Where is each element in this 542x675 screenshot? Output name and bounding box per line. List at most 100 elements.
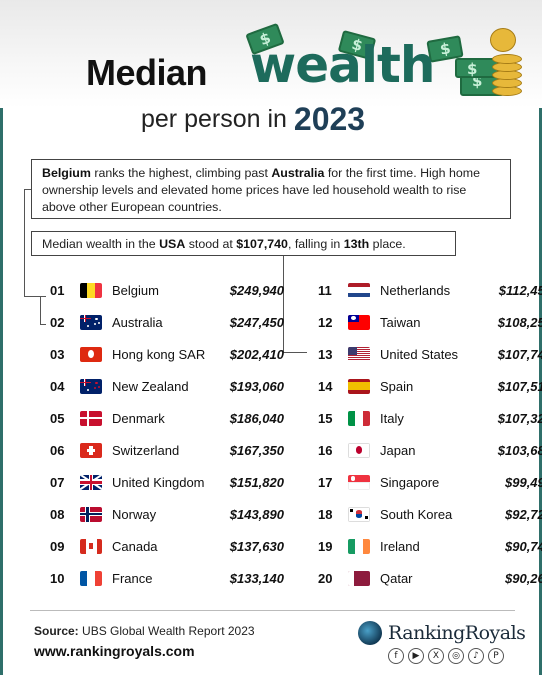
ranking-row: 09 Canada $137,630	[50, 534, 284, 558]
flag-taiwan-icon	[348, 314, 370, 330]
country-name: Denmark	[112, 410, 165, 426]
rank-number: 09	[50, 538, 65, 554]
country-name: Hong kong SAR	[112, 346, 206, 362]
wealth-value: $167,350	[229, 442, 284, 458]
wealth-value: $137,630	[229, 538, 284, 554]
country-name: France	[112, 570, 153, 586]
flag-hongkong-icon	[80, 346, 102, 362]
wealth-value: $103,680	[497, 442, 542, 458]
country-name: Italy	[380, 410, 404, 426]
flag-italy-icon	[348, 410, 370, 426]
ranking-row: 08 Norway $143,890	[50, 502, 284, 526]
wealth-value: $99,490	[505, 474, 542, 490]
callout-segment: stood at	[185, 237, 237, 251]
flag-southkorea-icon	[348, 506, 370, 522]
social-icons: f ▶ X ◎ ♪ P	[388, 648, 504, 664]
country-name: Australia	[112, 314, 163, 330]
callout-segment: place.	[369, 237, 406, 251]
wealth-value: $151,820	[229, 474, 284, 490]
wealth-value: $107,320	[497, 410, 542, 426]
wealth-value: $108,250	[497, 314, 542, 330]
title-median: Median	[86, 52, 208, 93]
ranking-row: 02 Australia $247,450	[50, 310, 284, 334]
callout-segment: Australia	[271, 166, 325, 180]
wealth-value: $186,040	[229, 410, 284, 426]
rank-number: 19	[318, 538, 333, 554]
country-name: Qatar	[380, 570, 413, 586]
brand-name: RankingRoyals	[388, 622, 526, 644]
subtitle-text: per person in	[141, 105, 287, 133]
website-link[interactable]: www.rankingroyals.com	[34, 643, 195, 659]
rank-number: 06	[50, 442, 65, 458]
flag-canada-icon	[80, 538, 102, 554]
ranking-row: 07 United Kingdom $151,820	[50, 470, 284, 494]
ranking-row: 11 Netherlands $112,450	[318, 278, 542, 302]
wealth-value: $90,260	[505, 570, 542, 586]
subtitle-year: 2023	[293, 101, 366, 137]
footer-divider	[30, 610, 515, 611]
subtitle: per person in 2023	[141, 101, 365, 138]
country-name: Belgium	[112, 282, 159, 298]
wealth-value: $112,450	[498, 282, 542, 298]
flag-netherlands-icon	[348, 282, 370, 298]
callout-segment: for the first time. High home ownership …	[42, 166, 481, 214]
callout-segment: 13th	[343, 237, 370, 251]
ranking-row: 12 Taiwan $108,250	[318, 310, 542, 334]
rank-number: 20	[318, 570, 333, 586]
callout-segment: $107,740	[236, 237, 288, 251]
ranking-row: 05 Denmark $186,040	[50, 406, 284, 430]
flag-japan-icon	[348, 442, 370, 458]
tiktok-icon[interactable]: ♪	[468, 648, 484, 664]
rank-number: 14	[318, 378, 333, 394]
wealth-value: $90,740	[505, 538, 542, 554]
callout-belgium: Belgium ranks the highest, climbing past…	[31, 159, 511, 219]
ranking-row: 15 Italy $107,320	[318, 406, 542, 430]
flag-singapore-icon	[348, 474, 370, 490]
flag-france-icon	[80, 570, 102, 586]
title-wealth: wealth	[250, 36, 435, 94]
rank-number: 05	[50, 410, 65, 426]
country-name: Spain	[380, 378, 414, 394]
ranking-row: 03 Hong kong SAR $202,410	[50, 342, 284, 366]
flag-usa-icon	[348, 346, 370, 362]
flag-qatar-icon	[348, 570, 370, 586]
ranking-row: 16 Japan $103,680	[318, 438, 542, 462]
country-name: Taiwan	[380, 314, 421, 330]
flag-spain-icon	[348, 378, 370, 394]
callout-segment: Belgium	[42, 166, 91, 180]
callout-segment: Median wealth in the	[42, 237, 160, 251]
brand: RankingRoyals	[358, 621, 526, 645]
flag-uk-icon	[80, 474, 102, 490]
ranking-row: 01 Belgium $249,940	[50, 278, 284, 302]
brand-logo-icon	[358, 621, 382, 645]
youtube-icon[interactable]: ▶	[408, 648, 424, 664]
country-name: United Kingdom	[112, 474, 205, 490]
ranking-row: 18 South Korea $92,720	[318, 502, 542, 526]
rank-number: 02	[50, 314, 65, 330]
ranking-row: 20 Qatar $90,260	[318, 566, 542, 590]
flag-australia-icon	[80, 314, 102, 330]
facebook-icon[interactable]: f	[388, 648, 404, 664]
wealth-value: $249,940	[229, 282, 284, 298]
callout-segment: ranks the highest, climbing past	[90, 166, 272, 180]
country-name: United States	[380, 346, 459, 362]
callout-usa: Median wealth in the USA stood at $107,7…	[31, 231, 456, 256]
ranking-row: 10 France $133,140	[50, 566, 284, 590]
rank-number: 15	[318, 410, 333, 426]
rank-number: 12	[318, 314, 333, 330]
pinterest-icon[interactable]: P	[488, 648, 504, 664]
ranking-row: 19 Ireland $90,740	[318, 534, 542, 558]
country-name: Norway	[112, 506, 157, 522]
country-name: Singapore	[380, 474, 440, 490]
flag-belgium-icon	[80, 282, 102, 298]
rank-number: 04	[50, 378, 65, 394]
instagram-icon[interactable]: ◎	[448, 648, 464, 664]
x-icon[interactable]: X	[428, 648, 444, 664]
rank-number: 16	[318, 442, 333, 458]
wealth-value: $92,720	[505, 506, 542, 522]
rank-number: 13	[318, 346, 333, 362]
rank-number: 10	[50, 570, 65, 586]
ranking-row: 13 United States $107,740	[318, 342, 542, 366]
source-line: Source: UBS Global Wealth Report 2023	[34, 624, 255, 638]
